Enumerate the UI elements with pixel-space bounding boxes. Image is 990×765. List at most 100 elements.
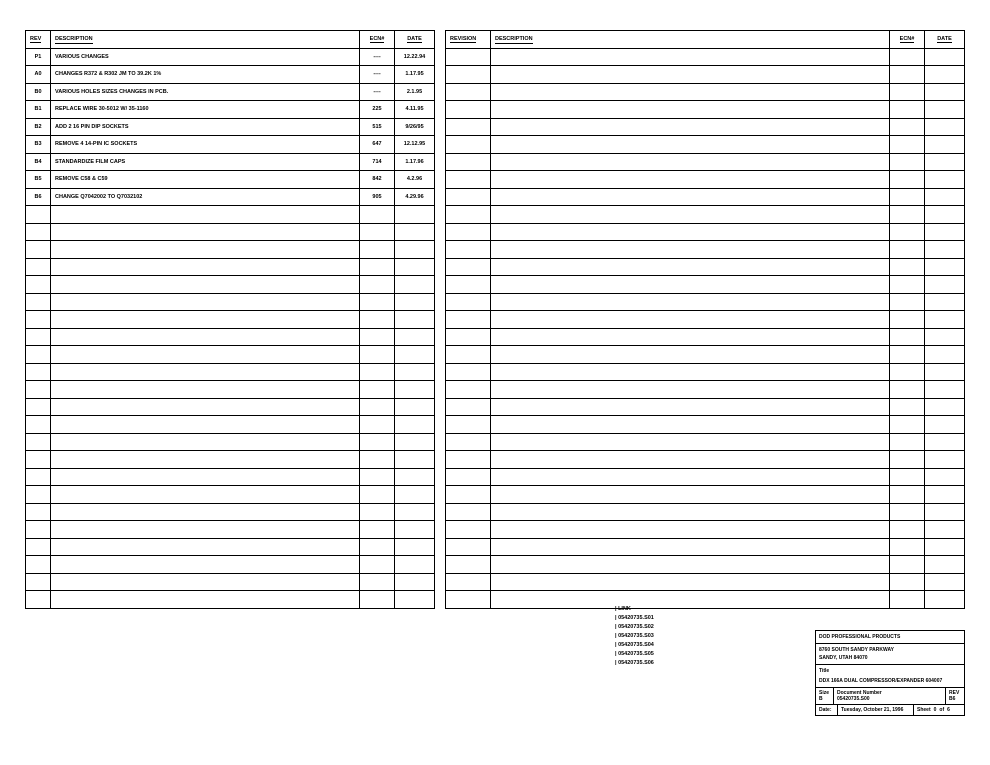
table-row: B1REPLACE WIRE 30-5012 W/ 35-11602254.11… <box>26 101 435 119</box>
table-row: P1VARIOUS CHANGES----12.22.94 <box>26 48 435 66</box>
table-row <box>26 328 435 346</box>
cell-date: 4.29.96 <box>395 188 435 206</box>
cell-rev: B6 <box>26 188 51 206</box>
tb-rev: REV B6 <box>946 688 964 704</box>
table-row <box>26 223 435 241</box>
table-row <box>446 153 965 171</box>
cell-date: 1.17.95 <box>395 66 435 84</box>
table-row <box>446 416 965 434</box>
header-revision: REVISION <box>446 31 491 49</box>
table-header-row: REV DESCRIPTION ECN# DATE <box>26 31 435 49</box>
cell-rev: B5 <box>26 171 51 189</box>
cell-rev: B0 <box>26 83 51 101</box>
table-row <box>446 381 965 399</box>
table-row: B3REMOVE 4 14-PIN IC SOCKETS64712.12.95 <box>26 136 435 154</box>
table-row <box>26 276 435 294</box>
cell-desc: REPLACE WIRE 30-5012 W/ 35-1160 <box>51 101 360 119</box>
table-row <box>26 258 435 276</box>
table-row <box>446 433 965 451</box>
cell-ecns: 842 <box>360 171 395 189</box>
table-row <box>446 556 965 574</box>
table-row <box>446 83 965 101</box>
table-row <box>26 556 435 574</box>
cell-desc: VARIOUS CHANGES <box>51 48 360 66</box>
table-row: B0VARIOUS HOLES SIZES CHANGES IN PCB.---… <box>26 83 435 101</box>
header-rev: REV <box>26 31 51 49</box>
table-row <box>446 573 965 591</box>
table-row <box>446 398 965 416</box>
cell-desc: ADD 2 16 PIN DIP SOCKETS <box>51 118 360 136</box>
table-row <box>446 591 965 609</box>
tb-date-row: Date: Tuesday, October 21, 1996 Sheet 0 … <box>816 705 964 715</box>
table-row <box>446 538 965 556</box>
cell-date: 1.17.96 <box>395 153 435 171</box>
table-row <box>446 293 965 311</box>
table-row <box>26 346 435 364</box>
cell-rev: P1 <box>26 48 51 66</box>
table-row: B2ADD 2 16 PIN DIP SOCKETS5159/26/95 <box>26 118 435 136</box>
cell-date: 2.1.95 <box>395 83 435 101</box>
table-row <box>446 328 965 346</box>
table-row <box>26 416 435 434</box>
cell-ecns: 905 <box>360 188 395 206</box>
link-item: | 05420735.S01 <box>615 614 654 623</box>
link-item: | 05420735.S03 <box>615 632 654 641</box>
table-row <box>446 48 965 66</box>
link-title: | LINK <box>615 605 654 614</box>
cell-desc: VARIOUS HOLES SIZES CHANGES IN PCB. <box>51 83 360 101</box>
table-row <box>446 66 965 84</box>
cell-rev: B2 <box>26 118 51 136</box>
title-block: DOD PROFESSIONAL PRODUCTS 8760 SOUTH SAN… <box>815 630 965 716</box>
header-ecns: ECN# <box>360 31 395 49</box>
table-row <box>26 503 435 521</box>
table-row <box>26 468 435 486</box>
table-row <box>26 206 435 224</box>
table-row: A0CHANGES R372 & R302 JM TO 39.2K 1%----… <box>26 66 435 84</box>
table-row <box>446 346 965 364</box>
cell-date: 12.22.94 <box>395 48 435 66</box>
table-row <box>446 188 965 206</box>
table-row <box>26 398 435 416</box>
cell-date: 9/26/95 <box>395 118 435 136</box>
tb-docnum: Document Number 05420735.S00 <box>834 688 946 704</box>
table-row: B6CHANGE Q7042002 TO Q70321029054.29.96 <box>26 188 435 206</box>
header-description: DESCRIPTION <box>51 31 360 49</box>
table-row <box>446 241 965 259</box>
cell-rev: B4 <box>26 153 51 171</box>
table-row <box>446 171 965 189</box>
cell-ecns: 714 <box>360 153 395 171</box>
table-row <box>446 101 965 119</box>
cell-date: 4.2.96 <box>395 171 435 189</box>
cell-ecns: ---- <box>360 83 395 101</box>
header-ecns: ECN# <box>890 31 925 49</box>
left-revision-table: REV DESCRIPTION ECN# DATE P1VARIOUS CHAN… <box>25 30 435 609</box>
table-row: B4STANDARDIZE FILM CAPS7141.17.96 <box>26 153 435 171</box>
table-row <box>446 206 965 224</box>
cell-desc: STANDARDIZE FILM CAPS <box>51 153 360 171</box>
cell-date: 4.11.95 <box>395 101 435 119</box>
revision-tables: REV DESCRIPTION ECN# DATE P1VARIOUS CHAN… <box>25 30 965 609</box>
table-row <box>446 136 965 154</box>
table-row <box>446 258 965 276</box>
cell-date: 12.12.95 <box>395 136 435 154</box>
tb-date-label: Date: <box>816 705 838 715</box>
table-row <box>26 591 435 609</box>
cell-ecns: ---- <box>360 66 395 84</box>
tb-doc-row: Size B Document Number 05420735.S00 REV … <box>816 688 964 705</box>
header-date: DATE <box>395 31 435 49</box>
table-row <box>446 311 965 329</box>
tb-company: DOD PROFESSIONAL PRODUCTS <box>816 631 964 644</box>
table-row <box>446 503 965 521</box>
table-row <box>446 486 965 504</box>
table-row <box>446 521 965 539</box>
cell-rev: A0 <box>26 66 51 84</box>
cell-desc: REMOVE C58 & C59 <box>51 171 360 189</box>
table-row <box>26 381 435 399</box>
cell-desc: CHANGE Q7042002 TO Q7032102 <box>51 188 360 206</box>
cell-desc: REMOVE 4 14-PIN IC SOCKETS <box>51 136 360 154</box>
link-item: | 05420735.S05 <box>615 650 654 659</box>
header-date: DATE <box>925 31 965 49</box>
table-row <box>26 486 435 504</box>
table-row <box>446 451 965 469</box>
cell-rev: B3 <box>26 136 51 154</box>
